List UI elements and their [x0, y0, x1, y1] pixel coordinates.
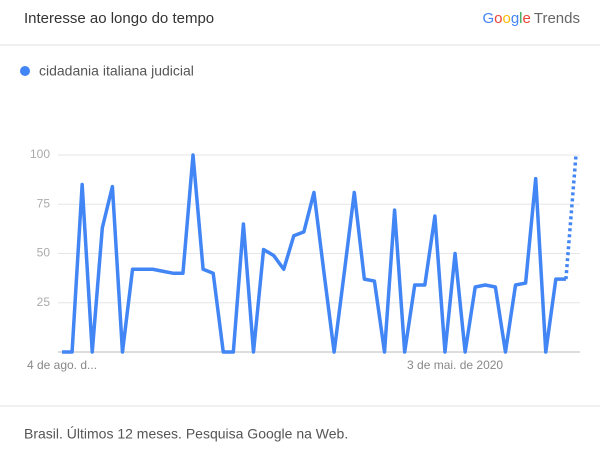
y-tick-label: 100	[30, 147, 50, 161]
partial-trend-line	[564, 154, 578, 280]
y-tick-label: 50	[37, 246, 51, 260]
footer-text: Brasil. Últimos 12 meses. Pesquisa Googl…	[24, 426, 348, 442]
y-tick-label: 75	[37, 196, 51, 210]
brand-product: Trends	[534, 10, 580, 27]
legend-dot	[20, 66, 30, 76]
x-tick-label: 3 de mai. de 2020	[407, 358, 503, 372]
brand-google: Google	[482, 10, 530, 27]
brand-logo: Google Trends	[482, 10, 580, 27]
card-title: Interesse ao longo do tempo	[24, 10, 214, 27]
x-tick-label: 4 de ago. d...	[27, 358, 97, 372]
legend-label: cidadania italiana judicial	[39, 63, 194, 79]
y-tick-label: 25	[37, 295, 51, 309]
trend-line	[62, 153, 566, 354]
